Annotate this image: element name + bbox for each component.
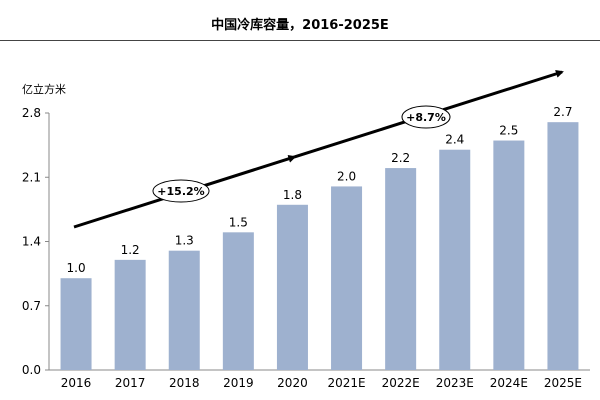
bar-2019 [222, 232, 254, 370]
bar-2020 [276, 204, 308, 370]
title-divider [0, 40, 600, 41]
data-label: 2.5 [499, 124, 518, 138]
x-tick-label: 2018 [169, 376, 200, 390]
bar-2021E [331, 186, 363, 370]
bar-2023E [439, 149, 471, 370]
x-tick-label: 2023E [436, 376, 474, 390]
data-label: 2.2 [391, 151, 410, 165]
bar-2018 [168, 250, 200, 370]
x-tick-label: 2021E [327, 376, 365, 390]
x-tick-label: 2022E [382, 376, 420, 390]
bar-2022E [385, 168, 417, 370]
y-tick-label: 2.1 [22, 170, 41, 184]
y-axis-unit-label: 亿立方米 [22, 82, 66, 96]
y-tick-label: 0.0 [22, 363, 41, 377]
growth-badge-label: +15.2% [157, 185, 204, 198]
bar-2016 [60, 278, 92, 370]
bar-2025E [547, 122, 579, 370]
data-label: 2.7 [553, 105, 572, 119]
x-tick-label: 2020 [277, 376, 308, 390]
growth-badge [401, 105, 451, 129]
x-tick-label: 2016 [61, 376, 92, 390]
bar-2024E [493, 140, 525, 370]
data-label: 1.8 [283, 188, 302, 202]
x-tick-label: 2025E [544, 376, 582, 390]
x-tick-label: 2017 [115, 376, 146, 390]
x-tick-label: 2019 [223, 376, 254, 390]
growth-badge-label: +8.7% [406, 111, 446, 124]
data-label: 1.5 [229, 215, 248, 229]
data-label: 1.3 [175, 234, 194, 248]
y-tick-label: 0.7 [22, 299, 41, 313]
x-tick-label: 2024E [490, 376, 528, 390]
bar-2017 [114, 259, 146, 370]
y-tick-label: 1.4 [22, 235, 41, 249]
data-label: 2.4 [445, 133, 464, 147]
data-label: 1.2 [121, 243, 140, 257]
y-tick-label: 2.8 [22, 106, 41, 120]
data-label: 1.0 [67, 261, 86, 275]
chart-title: 中国冷库容量，2016-2025E [211, 18, 389, 33]
growth-badge [152, 179, 210, 203]
data-label: 2.0 [337, 169, 356, 183]
